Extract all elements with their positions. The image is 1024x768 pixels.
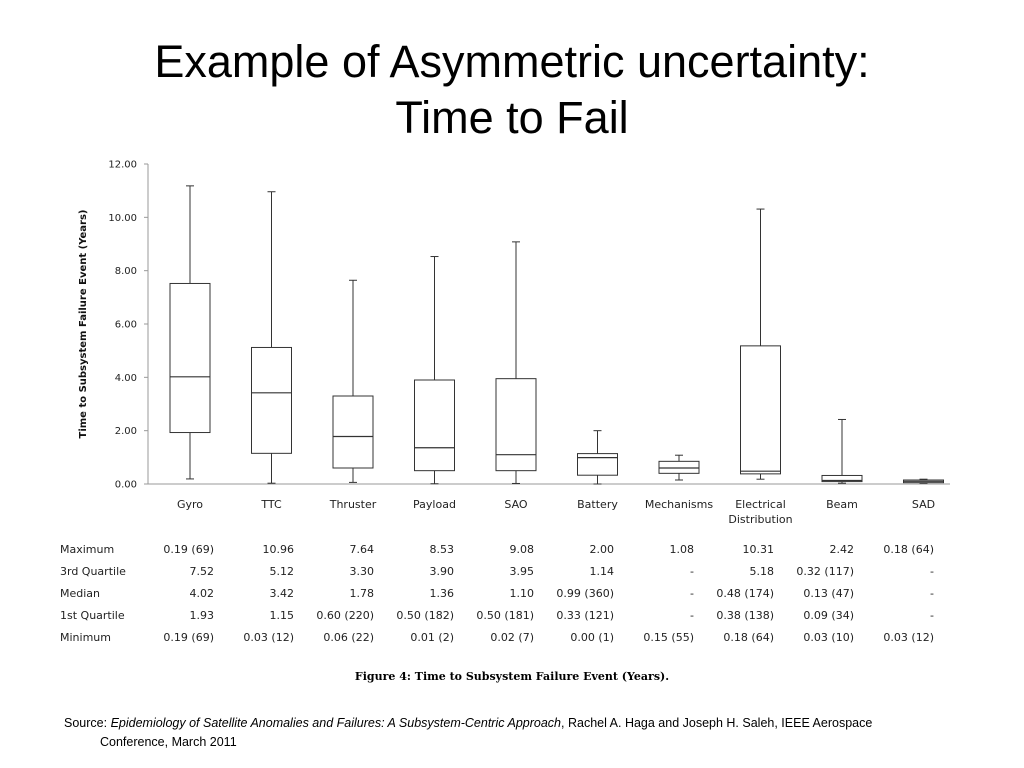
box-iqr [495,378,537,472]
source-line-2: Conference, March 2011 [100,735,237,749]
category-label-line2: Distribution [728,513,792,526]
source-authors: , Rachel A. Haga and Joseph H. Saleh, IE… [561,716,873,730]
table-cell: 7.64 [349,542,375,556]
y-tick-label: 4.00 [115,373,137,384]
table-cell: 4.02 [189,586,215,600]
table-cell: 8.53 [429,542,455,556]
table-cell: 1.15 [269,608,295,622]
row-label: Median [60,586,101,600]
table-cell: 1.14 [589,564,615,578]
category-label: Mechanisms [645,498,713,511]
y-axis-label: Time to Subsystem Failure Event (Years) [78,210,89,439]
y-tick-label: 0.00 [115,480,137,491]
table-cell: 0.03 (12) [243,630,294,644]
table-cell: 0.60 (220) [316,608,374,622]
table-cell: 3.90 [429,564,455,578]
source-prefix: Source: [64,716,111,730]
table-cell: - [690,586,694,600]
table-cell: 0.19 (69) [163,630,214,644]
table-cell: 0.03 (10) [803,630,854,644]
table-row: Minimum 0.19 (69) 0.03 (12) 0.06 (22) 0.01 (… [52,626,934,648]
table-cell: 0.18 (64) [883,542,934,556]
y-tick-label: 2.00 [115,426,137,437]
box-iqr [251,346,292,454]
table-cell: 3.30 [349,564,375,578]
category-label: Thruster [329,498,377,511]
table-cell: 0.48 (174) [716,586,774,600]
box-iqr [577,453,618,476]
box-iqr [821,474,863,483]
category-label: Electrical [735,498,786,511]
table-cell: - [690,564,694,578]
slide-title: Example of Asymmetric uncertainty: Time … [0,34,1024,146]
table-cell: 1.36 [429,586,455,600]
table-cell: 0.33 (121) [556,608,614,622]
table-cell: 3.42 [269,586,295,600]
box-iqr [740,345,781,475]
box-iqr [169,282,211,434]
table-cell: 0.50 (182) [396,608,454,622]
table-cell: 10.96 [262,542,295,556]
category-label: Payload [413,498,456,511]
category-label: Battery [577,498,618,511]
table-cell: 0.01 (2) [410,630,454,644]
category-label: Beam [826,498,858,511]
table-cell: - [690,608,694,622]
table-cell: 0.19 (69) [163,542,214,556]
table-cell: 0.03 (12) [883,630,934,644]
table-cell: 1.10 [509,586,535,600]
table-cell: 0.18 (64) [723,630,774,644]
y-tick-label: 12.00 [108,160,137,171]
row-label: 1st Quartile [60,608,125,622]
source-title: Epidemiology of Satellite Anomalies and … [110,716,562,730]
table-cell: 10.31 [742,542,775,556]
table-cell: 0.32 (117) [796,564,854,578]
category-label: SAD [912,498,935,511]
table-cell: 2.42 [829,542,855,556]
table-cell: 9.08 [509,542,535,556]
table-row: Median 4.02 3.42 1.78 1.36 1.10 0.99 (360) - 0.4… [52,582,934,604]
category-label: TTC [260,498,282,511]
table-cell: 0.06 (22) [323,630,374,644]
box-iqr [332,395,374,469]
table-cell: 0.13 (47) [803,586,854,600]
table-cell: - [930,564,934,578]
table-cell: - [930,608,934,622]
title-line-2: Time to Fail [395,92,629,143]
table-cell: 0.02 (7) [490,630,534,644]
category-label: Gyro [177,498,203,511]
table-cell: 1.08 [669,542,695,556]
y-tick-label: 8.00 [115,266,137,277]
table-row: 1st Quartile 1.93 1.15 0.60 (220) 0.50 (182)… [52,604,934,626]
table-row: Maximum 0.19 (69) 10.96 7.64 8.53 9.08 2.00 1.0… [52,538,934,560]
table-row: 3rd Quartile 7.52 5.12 3.30 3.90 3.95 1.14 - 5.1… [52,560,934,582]
table-cell: 2.00 [589,542,615,556]
table-cell: 0.15 (55) [643,630,694,644]
y-tick-label: 6.00 [115,320,137,331]
table-cell: 0.99 (360) [556,586,614,600]
table-cell: 0.50 (181) [476,608,534,622]
statistics-table: Maximum 0.19 (69) 10.96 7.64 8.53 9.08 2.00 1.0… [52,538,934,648]
table-cell: 5.12 [269,564,295,578]
table-cell: 0.09 (34) [803,608,854,622]
table-cell: - [930,586,934,600]
figure-caption: Figure 4: Time to Subsystem Failure Even… [354,670,670,683]
row-label: Minimum [60,630,111,644]
table-cell: 0.38 (138) [716,608,774,622]
table-cell: 1.78 [349,586,375,600]
box-iqr [414,379,455,472]
category-label: SAO [504,498,528,511]
box-iqr [658,460,700,474]
row-label: Maximum [60,542,115,556]
source-citation: Source: Epidemiology of Satellite Anomal… [64,714,964,752]
row-label: 3rd Quartile [60,564,126,578]
y-tick-label: 10.00 [108,213,137,224]
table-cell: 7.52 [189,564,215,578]
title-line-1: Example of Asymmetric uncertainty: [154,36,870,87]
table-cell: 3.95 [509,564,535,578]
table-cell: 5.18 [749,564,775,578]
table-cell: 0.00 (1) [570,630,614,644]
table-cell: 1.93 [189,608,215,622]
